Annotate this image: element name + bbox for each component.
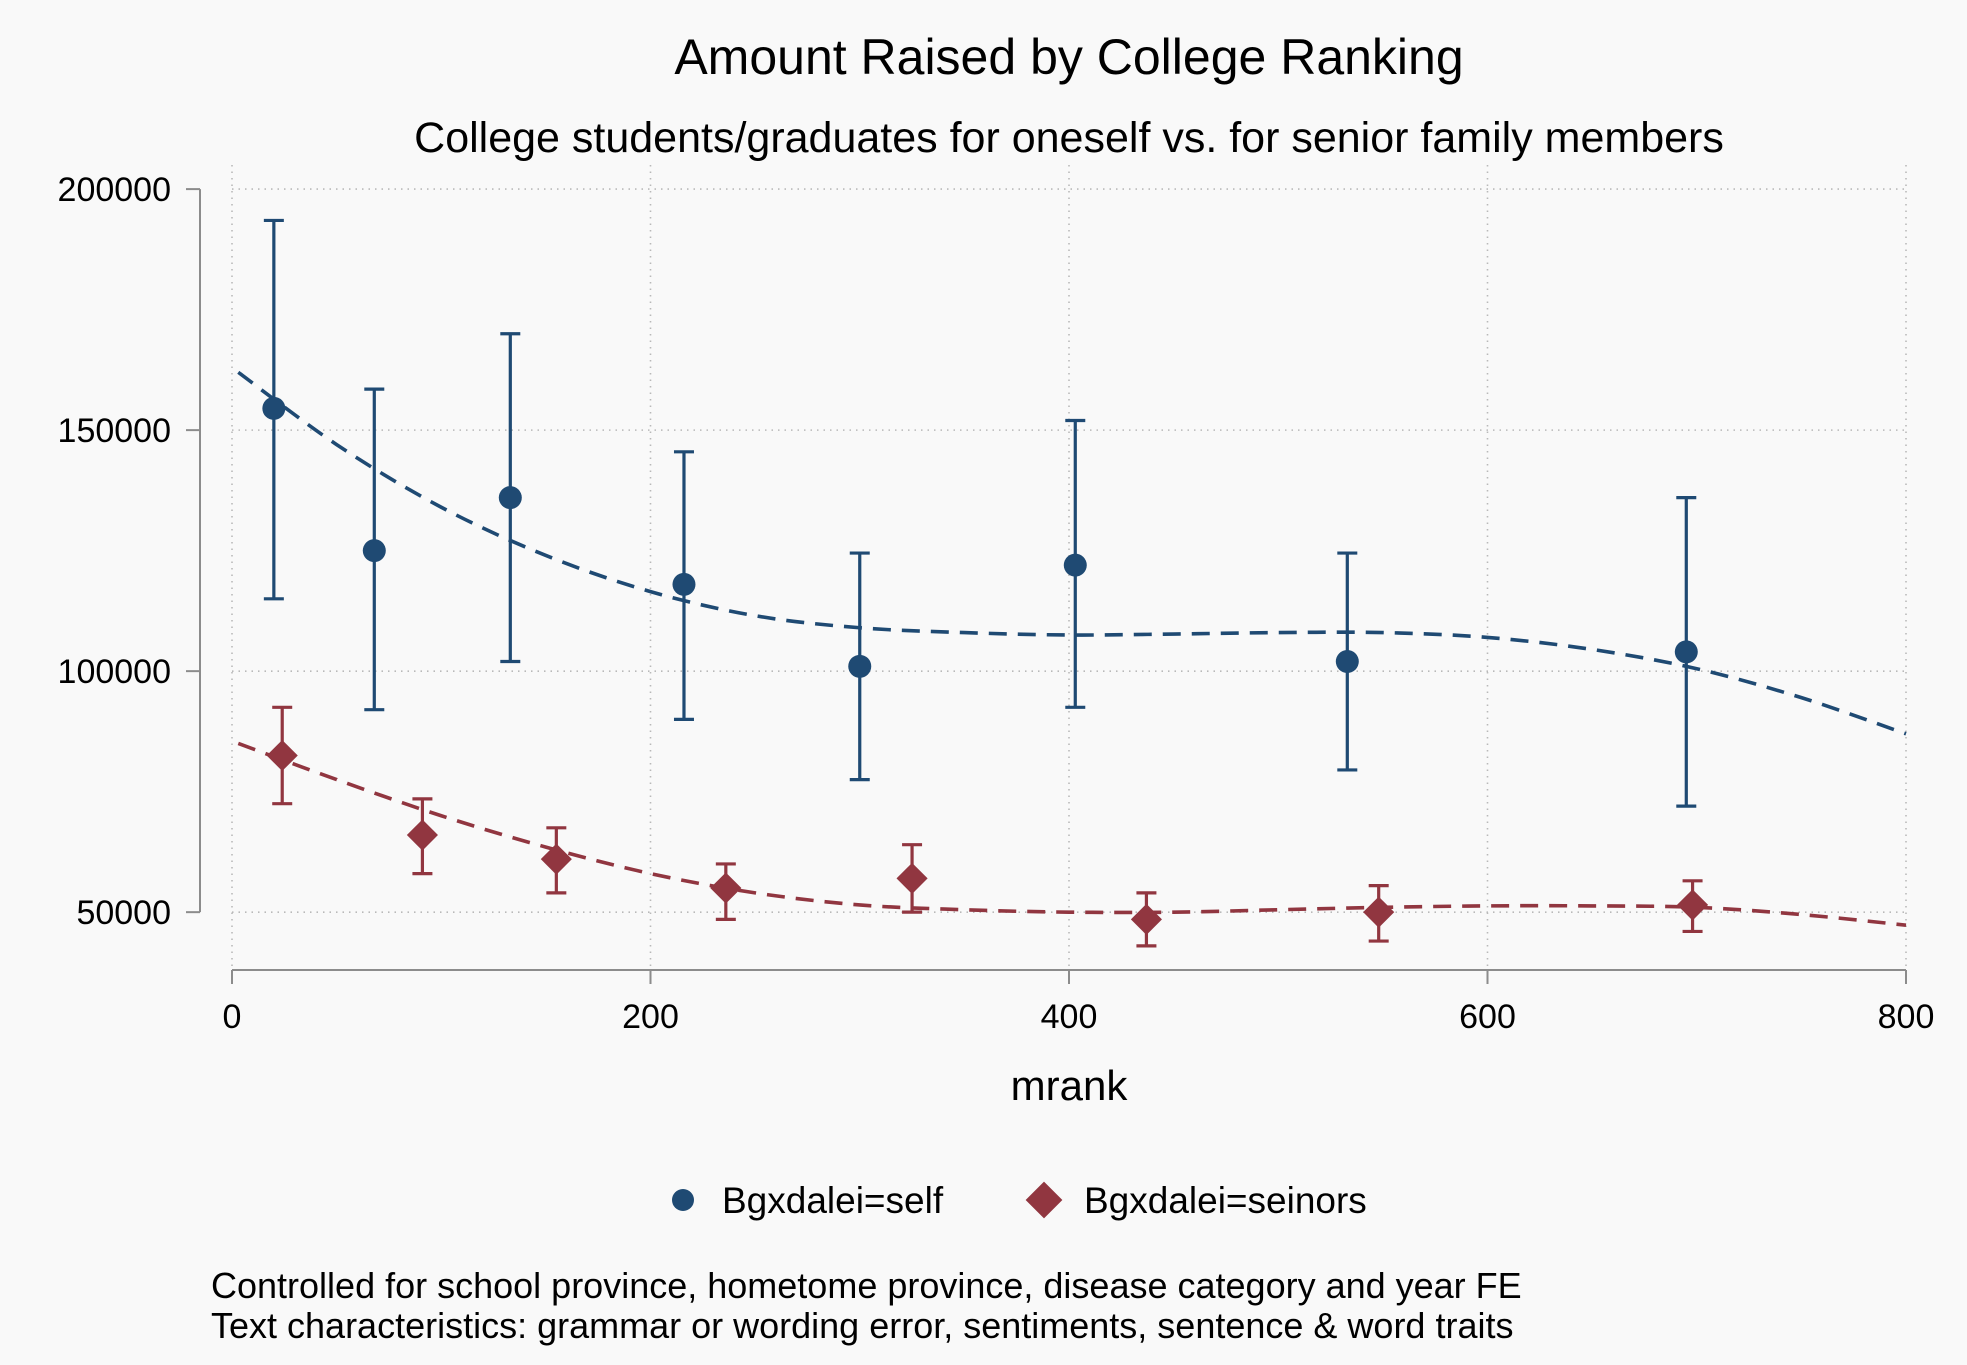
x-tick-label: 400 xyxy=(1041,998,1098,1036)
point-self xyxy=(848,654,872,678)
legend-label-seniors: Bgxdalei=seinors xyxy=(1084,1180,1367,1221)
x-tick-label: 600 xyxy=(1459,998,1516,1036)
legend: Bgxdalei=self Bgxdalei=seinors xyxy=(672,1180,1367,1221)
point-seniors xyxy=(266,739,298,772)
note-line-1: Controlled for school province, hometome… xyxy=(211,1265,1522,1306)
fit-curve-seniors xyxy=(237,741,1907,927)
chart-title: Amount Raised by College Ranking xyxy=(674,29,1463,85)
point-self xyxy=(498,486,522,510)
axes: 50000 100000 150000 200000 0 200 400 600 800 xyxy=(58,171,1935,1036)
legend-marker-self xyxy=(672,1189,694,1211)
x-tick-label: 0 xyxy=(223,998,242,1036)
point-seniors xyxy=(406,819,438,851)
legend-label-self: Bgxdalei=self xyxy=(722,1180,944,1221)
fit-curves xyxy=(237,370,1907,927)
x-axis-title: mrank xyxy=(1011,1062,1129,1109)
point-self xyxy=(262,396,286,420)
note-line-2: Text characteristics: grammar or wording… xyxy=(211,1305,1513,1346)
y-tick-label: 150000 xyxy=(58,412,171,450)
y-tick-label: 100000 xyxy=(58,653,171,691)
legend-marker-seniors xyxy=(1025,1181,1063,1219)
gridlines xyxy=(231,165,1907,970)
point-self xyxy=(672,572,696,596)
point-self xyxy=(362,539,386,563)
y-tick-label: 200000 xyxy=(58,171,171,209)
point-self xyxy=(1063,553,1087,577)
x-tick-label: 200 xyxy=(622,998,679,1036)
x-tick-label: 800 xyxy=(1878,998,1935,1036)
chart-subtitle: College students/graduates for oneself v… xyxy=(414,114,1724,162)
fit-curve-self xyxy=(237,370,1907,736)
point-self xyxy=(1335,649,1359,673)
point-self xyxy=(1674,640,1698,664)
y-tick-label: 50000 xyxy=(76,894,171,932)
